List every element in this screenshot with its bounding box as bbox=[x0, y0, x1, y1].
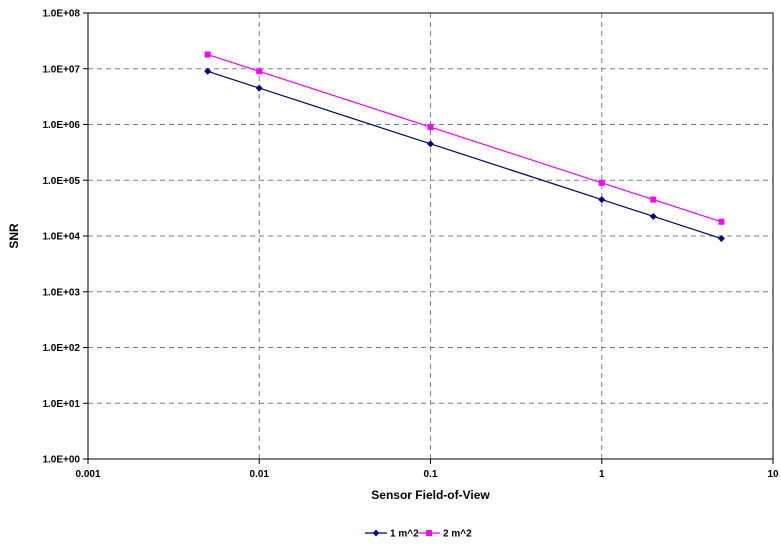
legend-marker-series-2 bbox=[426, 530, 432, 536]
x-tick-label: 0.01 bbox=[250, 469, 270, 480]
data-point-series-1 bbox=[649, 212, 657, 220]
legend-item-1: 1 m^2 bbox=[365, 529, 419, 540]
x-tick-label: 0.1 bbox=[424, 469, 438, 480]
data-point-series-2 bbox=[650, 196, 657, 203]
grid bbox=[88, 13, 773, 459]
y-tick-label: 1.0E+02 bbox=[42, 343, 80, 354]
legend: 1 m^2 2 m^2 bbox=[365, 529, 472, 540]
series-line-1 bbox=[207, 70, 722, 240]
x-axis-ticks: 0.001 0.01 0.1 1 10 bbox=[75, 459, 779, 480]
data-point-series-1 bbox=[204, 67, 212, 75]
data-point-series-2 bbox=[427, 124, 434, 131]
data-point-series-2 bbox=[718, 218, 725, 225]
y-tick-label: 1.0E+05 bbox=[42, 176, 80, 187]
data-point-series-1 bbox=[598, 196, 606, 204]
y-tick-label: 1.0E+06 bbox=[42, 120, 80, 131]
y-tick-label: 1.0E+03 bbox=[42, 287, 80, 298]
series-line-2 bbox=[207, 53, 722, 223]
y-tick-label: 1.0E+08 bbox=[42, 9, 80, 20]
y-tick-label: 1.0E+01 bbox=[42, 399, 80, 410]
y-axis-title: SNR bbox=[7, 223, 21, 249]
x-tick-label: 0.001 bbox=[75, 469, 100, 480]
legend-marker-series-1 bbox=[372, 529, 380, 537]
y-tick-label: 1.0E+04 bbox=[42, 232, 80, 243]
data-point-series-2 bbox=[204, 51, 211, 58]
x-tick-label: 1 bbox=[599, 469, 605, 480]
series-layer bbox=[204, 51, 725, 243]
data-point-series-2 bbox=[256, 68, 263, 75]
data-point-series-2 bbox=[598, 179, 605, 186]
legend-label-series-1: 1 m^2 bbox=[390, 529, 419, 540]
data-point-series-1 bbox=[717, 235, 725, 243]
y-axis-ticks: 1.0E+00 1.0E+01 1.0E+02 1.0E+03 1.0E+04 1.0E+… bbox=[42, 9, 88, 466]
data-point-series-1 bbox=[427, 140, 434, 148]
x-tick-label: 10 bbox=[767, 469, 779, 480]
y-tick-label: 1.0E+00 bbox=[42, 455, 80, 466]
legend-item-2: 2 m^2 bbox=[418, 529, 472, 540]
y-tick-label: 1.0E+07 bbox=[42, 64, 80, 75]
x-axis-title: Sensor Field-of-View bbox=[371, 488, 490, 502]
legend-label-series-2: 2 m^2 bbox=[443, 529, 472, 540]
data-point-series-1 bbox=[255, 84, 263, 92]
